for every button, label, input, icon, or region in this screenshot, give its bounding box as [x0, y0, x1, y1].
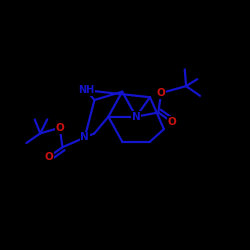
Text: O: O: [157, 88, 166, 98]
Text: O: O: [168, 117, 176, 127]
Text: N: N: [132, 112, 140, 122]
Text: NH: NH: [78, 85, 94, 95]
Text: O: O: [44, 152, 53, 162]
Text: N: N: [80, 132, 89, 142]
Text: O: O: [55, 123, 64, 133]
